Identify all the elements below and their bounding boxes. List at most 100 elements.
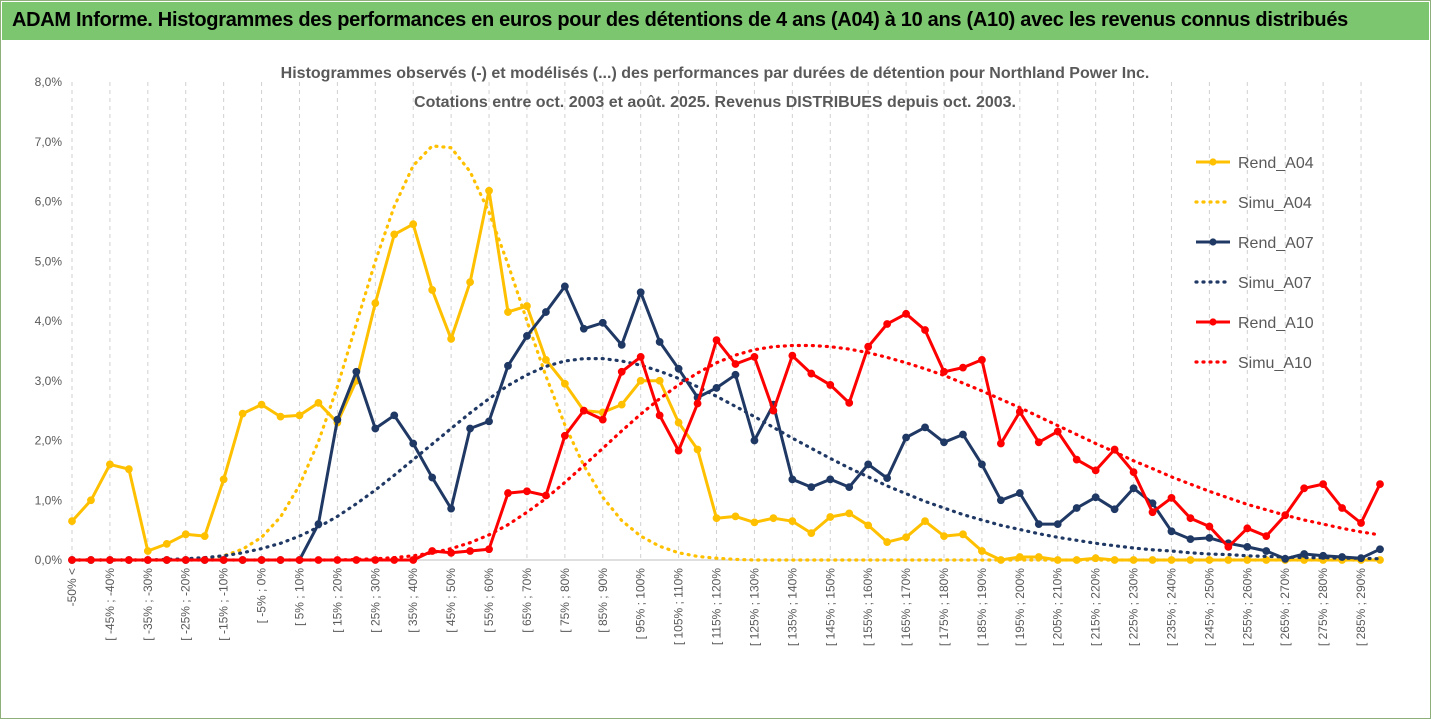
data-point [1186, 514, 1195, 523]
data-point [1091, 493, 1100, 502]
data-point [428, 473, 437, 482]
chart-subtitle: Cotations entre oct. 2003 et août. 2025.… [414, 94, 1016, 111]
x-tick-label: [ 245% ; 250% [1202, 568, 1216, 646]
series-simu-a07 [70, 357, 1382, 562]
data-point [560, 379, 569, 388]
x-tick-label: [ 75% ; 80% [558, 568, 572, 633]
data-point [1167, 527, 1176, 536]
grid-lines [71, 82, 1362, 560]
data-point [504, 361, 512, 370]
x-tick-label: [ 255% ; 260% [1240, 568, 1254, 646]
legend-item: Rend_A10 [1196, 315, 1314, 332]
x-tick-label: [ 105% ; 110% [672, 568, 686, 645]
series-rend-a04 [68, 186, 1384, 564]
data-point [693, 399, 702, 408]
y-tick-label: 3,0% [35, 374, 63, 388]
x-tick-label: [ -45% ; -40% [103, 568, 117, 641]
data-point [826, 381, 835, 389]
x-tick-label: [ -15% ; -10% [217, 568, 231, 641]
data-point [181, 530, 190, 539]
data-point [845, 398, 854, 407]
x-tick-label: [ 165% ; 170% [899, 568, 913, 646]
data-point [504, 308, 512, 316]
data-point [750, 436, 759, 445]
series-line [72, 284, 1381, 562]
data-point [1186, 535, 1195, 543]
x-tick-label: [ 115% ; 120% [710, 568, 724, 645]
data-point [352, 367, 361, 376]
y-tick-label: 8,0% [35, 75, 63, 89]
data-point [1072, 504, 1081, 512]
data-point [371, 424, 380, 433]
series-line [70, 343, 1382, 562]
legend-item: Rend_A04 [1196, 155, 1314, 172]
data-point [409, 220, 418, 229]
data-point [1148, 508, 1157, 517]
data-point [940, 532, 948, 540]
data-point [807, 483, 816, 492]
data-point [257, 400, 266, 409]
data-point [314, 398, 323, 407]
y-tick-label: 4,0% [35, 314, 63, 328]
x-tick-label: [ -35% ; -30% [141, 568, 155, 641]
data-point [466, 424, 474, 433]
data-point [1053, 520, 1062, 529]
report-title: ADAM Informe. Histogrammes des performan… [12, 9, 1348, 31]
series-line [70, 357, 1382, 562]
x-axis-ticks: -50% < [ -45% ; -40% [ -35% ; -30% [ -25% ;… [65, 568, 1368, 646]
chart-title: Histogrammes observés (-) et modélisés (… [281, 65, 1150, 82]
data-point [1357, 519, 1365, 527]
data-point [750, 352, 759, 361]
legend-label: Simu_A04 [1238, 195, 1312, 212]
data-point [371, 299, 380, 307]
data-point [1091, 466, 1100, 475]
data-point [940, 438, 948, 447]
data-point [390, 411, 399, 420]
data-point [1167, 493, 1176, 502]
data-point [1015, 407, 1024, 416]
legend-label: Simu_A07 [1238, 275, 1312, 292]
data-point [143, 547, 152, 555]
x-tick-label: [ 95% ; 100% [634, 568, 648, 640]
data-point [598, 318, 607, 327]
data-point [485, 186, 493, 195]
data-point [655, 338, 664, 346]
x-tick-label: [ 205% ; 210% [1051, 568, 1065, 646]
data-point [1300, 484, 1309, 493]
y-tick-label: 7,0% [35, 135, 63, 149]
data-point [807, 369, 816, 378]
data-point [636, 352, 645, 361]
y-tick-label: 6,0% [35, 195, 63, 209]
data-point [636, 376, 645, 385]
data-point [978, 355, 986, 364]
x-tick-label: [ 135% ; 140% [785, 568, 799, 646]
data-point [959, 530, 967, 539]
data-point [674, 364, 683, 373]
data-point [978, 460, 986, 469]
data-point [750, 518, 759, 527]
data-point [1262, 547, 1271, 555]
data-point [485, 417, 493, 426]
data-point [731, 370, 740, 379]
series-line [70, 189, 1380, 562]
x-tick-label: [ 195% ; 200% [1013, 568, 1027, 646]
data-point [769, 514, 778, 523]
data-point [978, 547, 986, 555]
series-group [68, 144, 1384, 564]
data-point [1072, 455, 1081, 464]
x-tick-label: -50% < [65, 568, 79, 606]
x-tick-label: [ 275% ; 280% [1316, 568, 1330, 646]
x-tick-label: [ 145% ; 150% [823, 568, 837, 646]
data-point [87, 496, 95, 505]
series-line [72, 312, 1382, 562]
data-point [826, 513, 835, 521]
x-tick-label: [ 265% ; 270% [1278, 568, 1292, 646]
data-point [1300, 550, 1309, 558]
data-point [864, 521, 873, 530]
legend-label: Rend_A10 [1238, 315, 1314, 332]
data-point [712, 384, 721, 392]
data-point [807, 529, 816, 538]
data-point [712, 514, 721, 523]
